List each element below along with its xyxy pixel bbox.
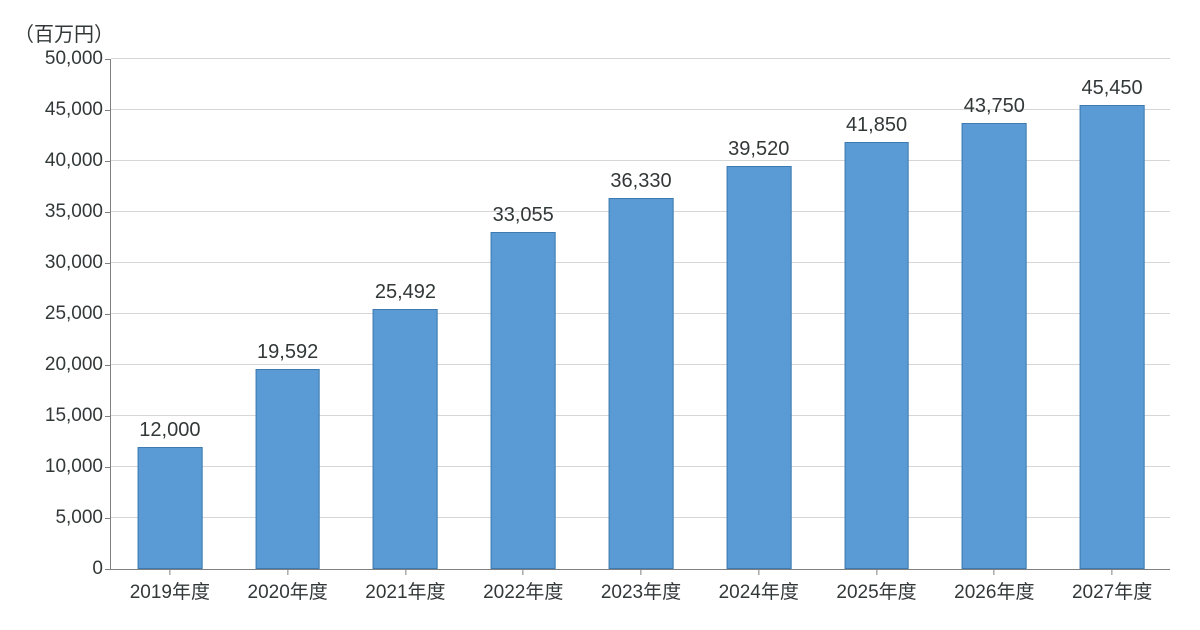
bar: 43,750 <box>962 123 1027 569</box>
bar-slot: 25,4922021年度 <box>347 60 465 569</box>
bar: 39,520 <box>726 166 791 569</box>
bar-slot: 12,0002019年度 <box>111 60 229 569</box>
bar-value-label: 33,055 <box>493 204 554 227</box>
bar-slot: 39,5202024年度 <box>700 60 818 569</box>
x-tick-label: 2020年度 <box>248 569 328 604</box>
bar-value-label: 45,450 <box>1082 77 1143 100</box>
y-tick-label: 0 <box>92 558 111 580</box>
bar: 41,850 <box>844 142 909 569</box>
y-tick-label: 35,000 <box>45 201 111 223</box>
gridline <box>111 58 1170 59</box>
bar-slot: 45,4502027年度 <box>1053 60 1171 569</box>
y-axis-unit-label: （百万円） <box>14 18 114 47</box>
bar-value-label: 12,000 <box>139 419 200 442</box>
bar-chart: （百万円） 05,00010,00015,00020,00025,00030,0… <box>0 0 1200 630</box>
plot-area: 05,00010,00015,00020,00025,00030,00035,0… <box>110 60 1170 570</box>
bar-slot: 19,5922020年度 <box>229 60 347 569</box>
bar: 19,592 <box>255 369 320 569</box>
y-tick-label: 40,000 <box>45 150 111 172</box>
bar: 25,492 <box>373 309 438 569</box>
bar: 33,055 <box>491 232 556 569</box>
bar-value-label: 19,592 <box>257 341 318 364</box>
bar-value-label: 39,520 <box>728 138 789 161</box>
y-tick-label: 30,000 <box>45 252 111 274</box>
x-tick-label: 2025年度 <box>836 569 916 604</box>
y-tick-label: 45,000 <box>45 99 111 121</box>
x-tick-label: 2024年度 <box>719 569 799 604</box>
y-tick-label: 25,000 <box>45 303 111 325</box>
y-tick-label: 5,000 <box>55 507 111 529</box>
x-tick-label: 2026年度 <box>954 569 1034 604</box>
bar-slot: 43,7502026年度 <box>935 60 1053 569</box>
x-tick-label: 2027年度 <box>1072 569 1152 604</box>
x-tick-label: 2022年度 <box>483 569 563 604</box>
x-tick-label: 2019年度 <box>130 569 210 604</box>
bar: 36,330 <box>609 198 674 569</box>
y-tick-label: 50,000 <box>45 48 111 70</box>
bar-value-label: 41,850 <box>846 114 907 137</box>
bar: 45,450 <box>1080 105 1145 569</box>
bar-slot: 33,0552022年度 <box>464 60 582 569</box>
bar-value-label: 25,492 <box>375 281 436 304</box>
y-tick-label: 10,000 <box>45 456 111 478</box>
y-tick-label: 20,000 <box>45 354 111 376</box>
x-tick-label: 2023年度 <box>601 569 681 604</box>
x-tick-label: 2021年度 <box>365 569 445 604</box>
bar: 12,000 <box>137 447 202 569</box>
bar-slot: 36,3302023年度 <box>582 60 700 569</box>
bar-slot: 41,8502025年度 <box>818 60 936 569</box>
bar-value-label: 36,330 <box>610 170 671 193</box>
bar-value-label: 43,750 <box>964 95 1025 118</box>
y-tick-label: 15,000 <box>45 405 111 427</box>
